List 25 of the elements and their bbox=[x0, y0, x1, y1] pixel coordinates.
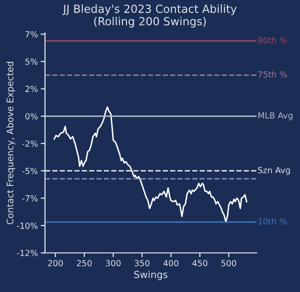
x-tick-label: 450 bbox=[192, 260, 208, 266]
x-tick-label: 200 bbox=[48, 260, 63, 266]
x-axis-title: Swings bbox=[134, 270, 168, 280]
x-tick-label: 350 bbox=[134, 260, 150, 266]
x-tick-label: 500 bbox=[221, 260, 236, 266]
line-series bbox=[54, 106, 248, 223]
y-tick-label: 2% bbox=[25, 86, 38, 92]
ref-line-label: 90th % bbox=[258, 36, 287, 44]
x-tick-label: 400 bbox=[163, 260, 178, 266]
y-axis-title: Contact Frequency, Above Expected bbox=[6, 62, 16, 224]
ref-line-label: 75th % bbox=[258, 71, 287, 78]
x-tick-label: 250 bbox=[76, 260, 92, 266]
x-tick-label: 300 bbox=[106, 260, 121, 266]
ref-line-label: MLB Avg bbox=[258, 112, 292, 120]
y-tick-label: 5% bbox=[25, 58, 38, 65]
chart-title: JJ Bleday's 2023 Contact Ability (Rolling 200 Swings) bbox=[62, 4, 237, 28]
ref-line-label: 10th % bbox=[258, 218, 287, 225]
y-tick-label: 7% bbox=[26, 31, 38, 38]
ref-line-label: Szn Avg bbox=[258, 166, 290, 175]
y-tick-label: -10% bbox=[16, 222, 38, 229]
y-tick-label: -7% bbox=[22, 195, 38, 202]
y-tick-label: -12% bbox=[16, 250, 38, 256]
y-tick-label: -2% bbox=[22, 140, 38, 147]
y-tick-label: -5% bbox=[22, 168, 38, 174]
y-tick-label: 0% bbox=[25, 113, 38, 120]
